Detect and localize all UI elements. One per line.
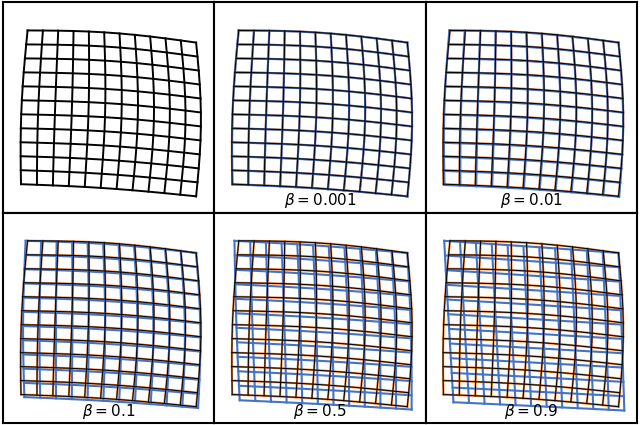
Text: $\beta = 0.01$: $\beta = 0.01$ (500, 191, 563, 210)
Text: $\beta = 0.001$: $\beta = 0.001$ (284, 191, 356, 210)
Text: $\beta = 0.9$: $\beta = 0.9$ (504, 402, 558, 421)
Text: $\beta = 0.5$: $\beta = 0.5$ (293, 402, 347, 421)
Text: $\beta = 0.1$: $\beta = 0.1$ (82, 402, 136, 421)
